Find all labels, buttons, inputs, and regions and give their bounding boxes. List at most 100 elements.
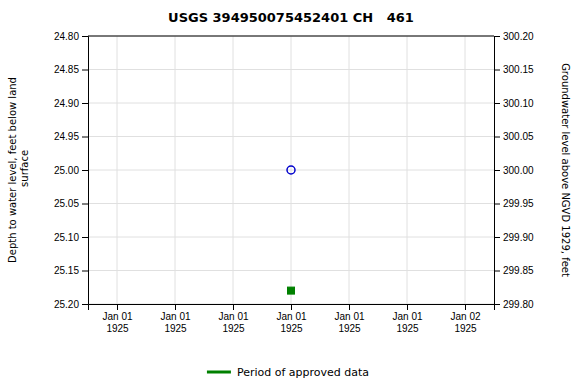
tick: Jan 021925	[450, 304, 480, 334]
y-axis: 24.8024.8524.9024.9525.0025.0525.1025.15…	[54, 31, 89, 310]
tick-label: Jan 011925	[392, 311, 422, 334]
point	[287, 166, 295, 174]
tick-mark	[494, 170, 500, 171]
grid-line-x	[175, 36, 176, 304]
plot: Jan 011925 Jan 011925 Jan 011925 Jan 011925…	[54, 31, 534, 334]
tick-label: 25.05	[54, 198, 79, 209]
tick: 24.90	[54, 98, 88, 109]
tick: 299.80	[494, 299, 534, 310]
tick-mark	[117, 304, 118, 310]
tick-label: 24.95	[54, 131, 79, 142]
tick-mark	[82, 137, 88, 138]
tick-label: 300.15	[503, 64, 534, 75]
tick-mark	[82, 70, 88, 71]
tick: Jan 011925	[392, 304, 422, 334]
marks	[287, 166, 295, 294]
tick-mark	[494, 237, 500, 238]
tick-mark	[82, 237, 88, 238]
tick-mark	[494, 137, 500, 138]
grid-line-x	[233, 36, 234, 304]
tick: Jan 011925	[102, 304, 132, 334]
tick: 299.95	[494, 198, 534, 209]
tick-label: 300.00	[503, 165, 534, 176]
axis-title: Depth to water level, feet below land su…	[7, 77, 30, 263]
tick-label: 300.20	[503, 31, 534, 42]
tick-mark	[465, 304, 466, 310]
tick-mark	[82, 170, 88, 171]
tick-mark	[494, 36, 500, 37]
tick-mark	[494, 70, 500, 71]
tick-mark	[82, 271, 88, 272]
tick-label: Jan 011925	[334, 311, 364, 334]
grid-line-x	[407, 36, 408, 304]
tick: Jan 011925	[334, 304, 364, 334]
tick-mark	[494, 271, 500, 272]
tick: Jan 011925	[276, 304, 306, 334]
tick: 24.80	[54, 31, 88, 42]
grid-line-x	[349, 36, 350, 304]
chart: Jan 011925 Jan 011925 Jan 011925 Jan 011925…	[0, 0, 576, 384]
axis-line	[82, 37, 89, 305]
tick-label: 25.20	[54, 299, 79, 310]
x-axis: Jan 011925 Jan 011925 Jan 011925 Jan 011925…	[89, 304, 495, 334]
frame-line	[88, 36, 494, 37]
tick-mark	[233, 304, 234, 310]
axis-line	[495, 37, 501, 305]
tick-mark	[494, 103, 500, 104]
tick: 300.15	[494, 64, 534, 75]
legend: Period of approved data	[207, 366, 369, 379]
grid-line-x	[117, 36, 118, 304]
series	[288, 287, 295, 294]
legend-swatch	[207, 371, 231, 374]
title: USGS 394950075452401 CH 461	[168, 10, 414, 25]
tick: 25.05	[54, 198, 88, 209]
series	[287, 166, 295, 174]
tick-mark	[494, 304, 500, 305]
tick-label: Jan 021925	[450, 311, 480, 334]
tick-mark	[407, 304, 408, 310]
grid-line-x	[291, 36, 292, 304]
tick-label: 299.95	[503, 198, 534, 209]
tick-label: 299.90	[503, 232, 534, 243]
tick-mark	[291, 304, 292, 310]
axis-title: Groundwater level above NGVD 1929, feet	[560, 63, 571, 277]
tick-mark	[82, 36, 88, 37]
grid	[88, 36, 494, 304]
tick-label: 25.10	[54, 232, 79, 243]
tick-label: 299.80	[503, 299, 534, 310]
tick-label: 300.10	[503, 98, 534, 109]
tick: 25.00	[54, 165, 88, 176]
tick-label: Jan 011925	[218, 311, 248, 334]
grid-line-x	[465, 36, 466, 304]
tick: 300.10	[494, 98, 534, 109]
tick: Jan 011925	[160, 304, 190, 334]
tick: 24.85	[54, 64, 88, 75]
tick: 24.95	[54, 131, 88, 142]
tick-mark	[175, 304, 176, 310]
tick-label: 25.00	[54, 165, 79, 176]
tick: 25.20	[54, 299, 88, 310]
tick: Jan 011925	[218, 304, 248, 334]
tick-label: Jan 011925	[276, 311, 306, 334]
tick-label: 24.90	[54, 98, 79, 109]
tick: 299.85	[494, 265, 534, 276]
tick: 299.90	[494, 232, 534, 243]
legend-label: Period of approved data	[237, 366, 369, 379]
tick: 25.10	[54, 232, 88, 243]
tick-mark	[82, 103, 88, 104]
grid-line-y	[88, 36, 494, 37]
y2-axis: 300.20 300.15 300.10 300.05 300.00 299.95 299.…	[494, 31, 534, 310]
tick-label: Jan 011925	[102, 311, 132, 334]
tick-label: 24.80	[54, 31, 79, 42]
tick-mark	[82, 204, 88, 205]
tick: 300.05	[494, 131, 534, 142]
tick-label: Jan 011925	[160, 311, 190, 334]
tick-mark	[82, 304, 88, 305]
legend-item: Period of approved data	[207, 366, 369, 379]
tick: 300.20	[494, 31, 534, 42]
tick-mark	[349, 304, 350, 310]
point	[288, 287, 295, 294]
tick-label: 299.85	[503, 265, 534, 276]
axis-line	[89, 305, 495, 311]
tick-mark	[494, 204, 500, 205]
